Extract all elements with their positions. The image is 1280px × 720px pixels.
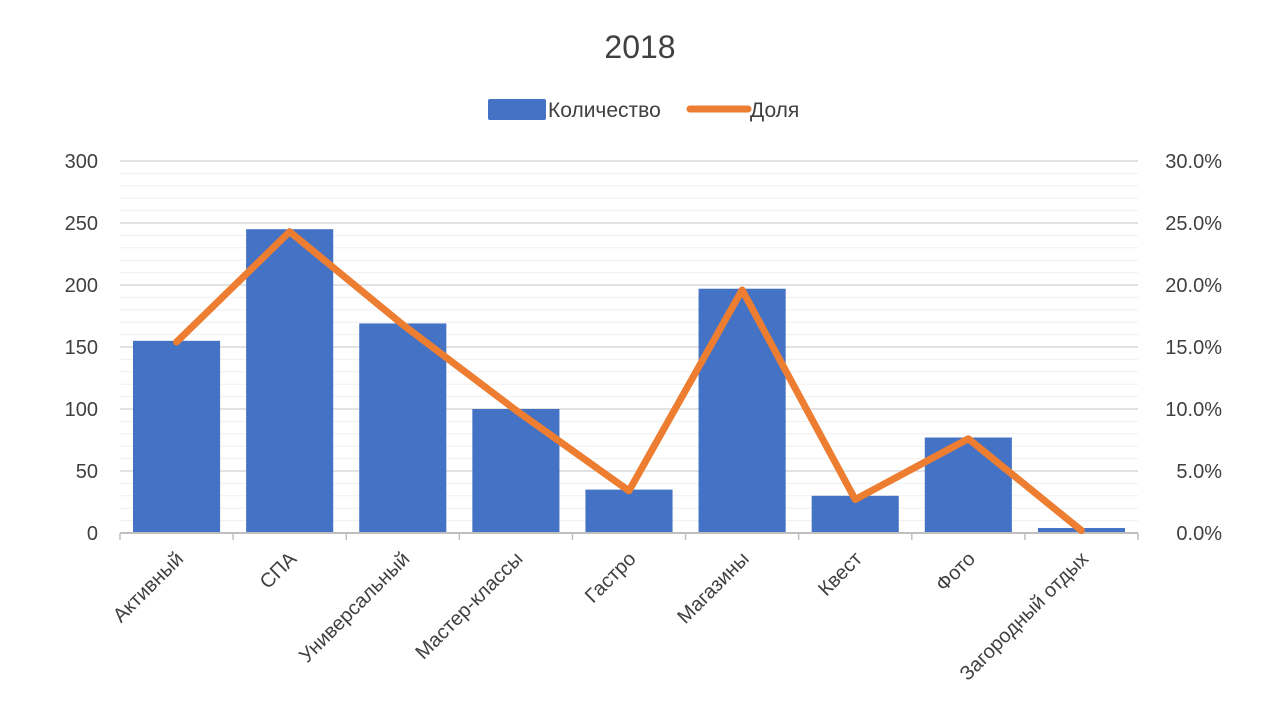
category-label: Магазины (673, 548, 753, 628)
category-label: Квест (814, 548, 867, 601)
bar-6 (698, 288, 786, 533)
x-axis-ticks (119, 533, 1139, 540)
right-tick-label: 25.0% (1165, 213, 1222, 235)
left-tick-label: 250 (65, 213, 98, 235)
category-label: Универсальный (295, 548, 414, 667)
left-tick-label: 200 (65, 275, 98, 297)
right-tick-label: 30.0% (1165, 151, 1222, 173)
right-tick-label: 10.0% (1165, 399, 1222, 421)
left-tick-label: 300 (65, 151, 98, 173)
legend-bar-label: Количество (548, 99, 661, 122)
right-tick-label: 5.0% (1176, 461, 1222, 483)
bar-3 (359, 323, 447, 533)
bar-series (133, 229, 1125, 533)
legend: Количество Доля (488, 99, 799, 122)
right-tick-label: 15.0% (1165, 337, 1222, 359)
legend-line-label: Доля (750, 99, 799, 122)
category-label: СПА (256, 548, 302, 594)
left-tick-label: 100 (65, 399, 98, 421)
bar-2 (246, 229, 334, 533)
bar-5 (585, 489, 673, 533)
bar-4 (472, 409, 560, 533)
category-label: Фото (932, 548, 980, 596)
right-axis-ticks: 0.0% 5.0% 10.0% 15.0% 20.0% 25.0% 30.0% (1165, 151, 1222, 545)
left-axis-ticks: 0 50 100 150 200 250 300 (65, 151, 98, 545)
left-tick-label: 0 (87, 523, 98, 545)
legend-bar-swatch (488, 99, 546, 120)
category-label: Загородный отдых (956, 548, 1093, 685)
bar-1 (133, 340, 221, 533)
category-label: Активный (109, 548, 188, 627)
right-tick-label: 20.0% (1165, 275, 1222, 297)
left-tick-label: 150 (65, 337, 98, 359)
right-tick-label: 0.0% (1176, 523, 1222, 545)
left-tick-label: 50 (76, 461, 98, 483)
line-series (173, 228, 1085, 535)
category-label: Мастер-классы (411, 548, 527, 664)
chart-title: 2018 (604, 29, 675, 65)
category-label: Гастро (581, 548, 641, 608)
